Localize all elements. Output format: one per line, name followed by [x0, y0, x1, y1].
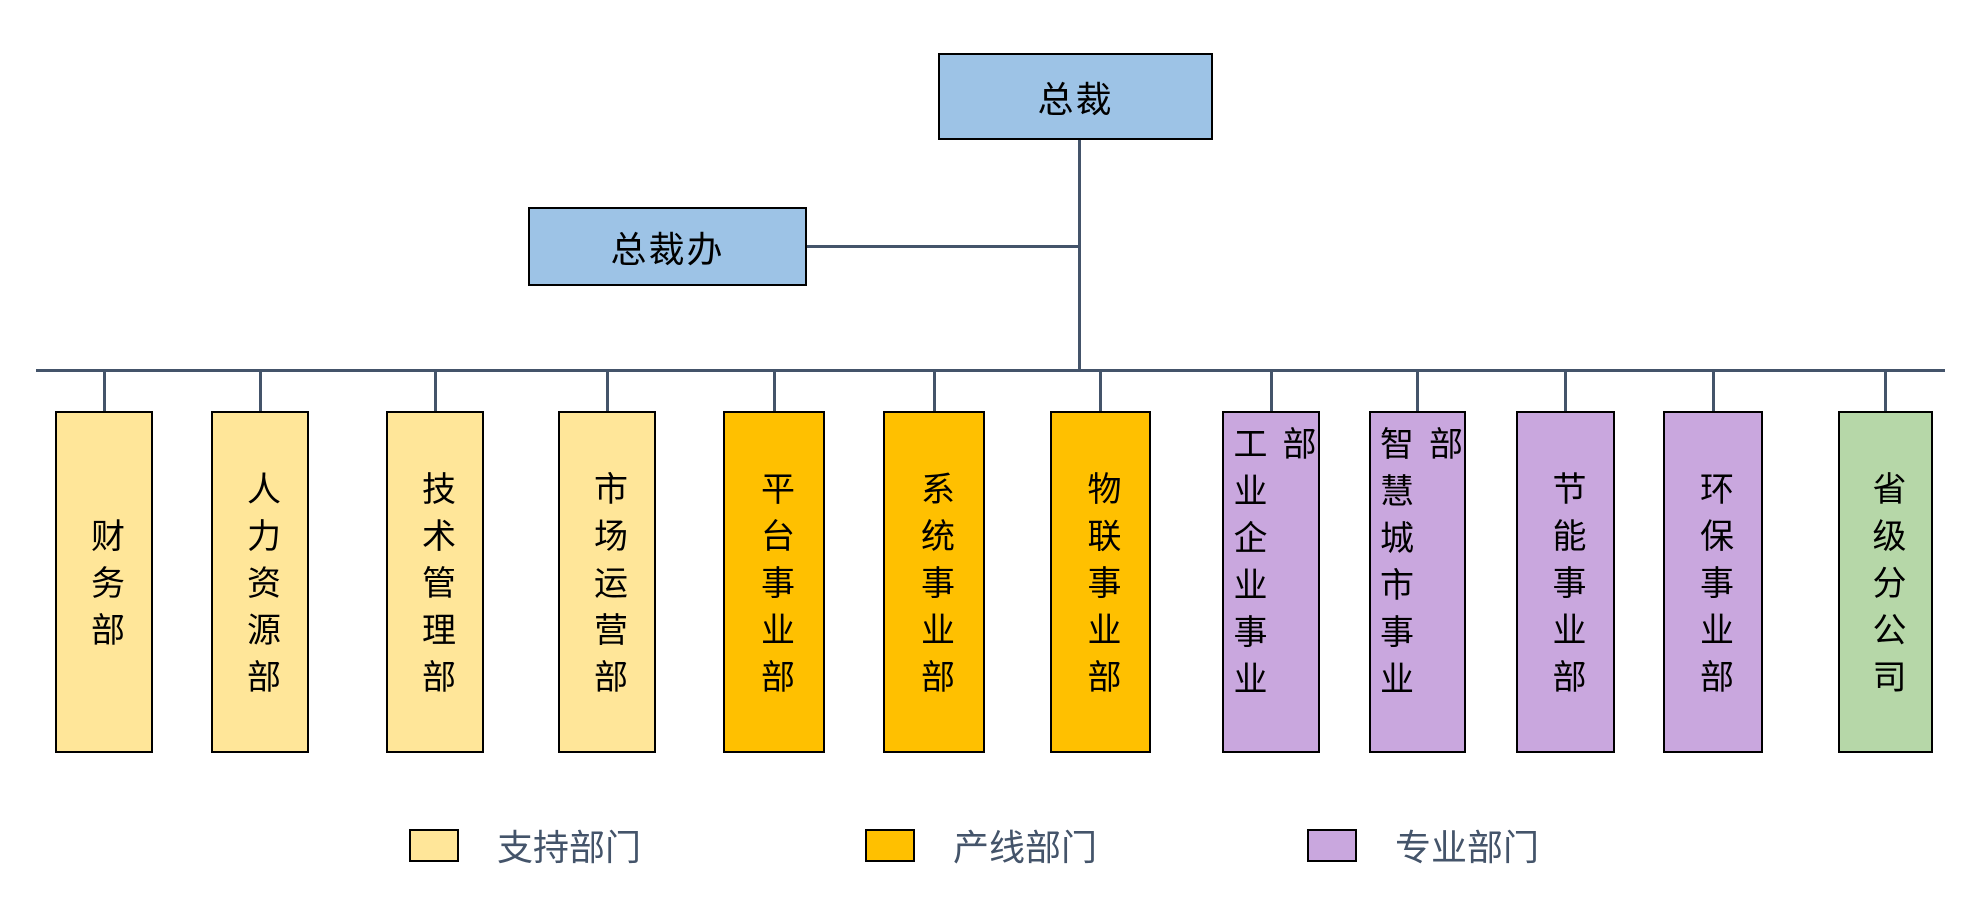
dept-connector-stub	[772, 371, 776, 411]
root-connector-line	[1078, 140, 1081, 372]
office-box: 总裁办	[528, 207, 807, 286]
dept-connector-stub	[1269, 371, 1273, 411]
dept-connector-stub	[433, 371, 437, 411]
dept-label: 技术管理部	[416, 471, 454, 706]
dept-box: 市场运营部	[558, 411, 656, 753]
dept-connector-stub	[1564, 371, 1567, 411]
legend-label: 专业部门	[1395, 828, 1540, 868]
dept-label: 环保事业部	[1694, 471, 1732, 706]
legend-item: 产线部门	[865, 819, 1097, 871]
dept-box: 财务部	[55, 411, 153, 753]
dept-label: 省级分公司	[1867, 471, 1904, 706]
legend-item: 支持部门	[409, 819, 641, 871]
dept-label: 智慧城市事业部	[1374, 426, 1461, 708]
dept-label: 工业企业事业部	[1228, 426, 1314, 708]
dept-connector-stub	[932, 371, 936, 411]
dept-box: 节能事业部	[1516, 411, 1615, 753]
dept-box: 工业企业事业部	[1222, 411, 1320, 753]
legend-label: 产线部门	[953, 828, 1098, 868]
legend-swatch	[409, 828, 459, 862]
legend-item: 专业部门	[1307, 819, 1539, 871]
office-connector-line	[807, 245, 1080, 248]
dept-connector-stub	[1416, 371, 1419, 411]
office-label: 总裁办	[610, 229, 725, 270]
dept-connector-stub	[1099, 371, 1102, 411]
dept-connector-stub	[258, 371, 262, 411]
root-label: 总裁	[1037, 79, 1114, 120]
dept-box: 智慧城市事业部	[1369, 411, 1466, 753]
legend-label: 支持部门	[497, 828, 642, 868]
dept-connector-stub	[102, 371, 106, 411]
dept-connector-stub	[1884, 371, 1887, 411]
legend-swatch	[1307, 828, 1357, 862]
dept-connector-stub	[1711, 371, 1715, 411]
dept-label: 节能事业部	[1547, 471, 1584, 706]
dept-box: 系统事业部	[883, 411, 985, 753]
dept-label: 市场运营部	[588, 471, 626, 706]
legend-swatch	[865, 828, 915, 862]
dept-connector-stub	[605, 371, 609, 411]
dept-label: 人力资源部	[241, 471, 279, 706]
main-branch-line	[36, 369, 1945, 372]
root-box: 总裁	[938, 53, 1213, 140]
dept-label: 平台事业部	[755, 471, 793, 706]
dept-box: 平台事业部	[723, 411, 825, 753]
dept-box: 人力资源部	[211, 411, 309, 753]
dept-box: 技术管理部	[386, 411, 484, 753]
dept-box: 环保事业部	[1663, 411, 1763, 753]
dept-box: 物联事业部	[1050, 411, 1151, 753]
dept-label: 物联事业部	[1082, 471, 1119, 706]
dept-label: 财务部	[85, 518, 123, 659]
dept-label: 系统事业部	[915, 471, 953, 706]
dept-box: 省级分公司	[1838, 411, 1933, 753]
